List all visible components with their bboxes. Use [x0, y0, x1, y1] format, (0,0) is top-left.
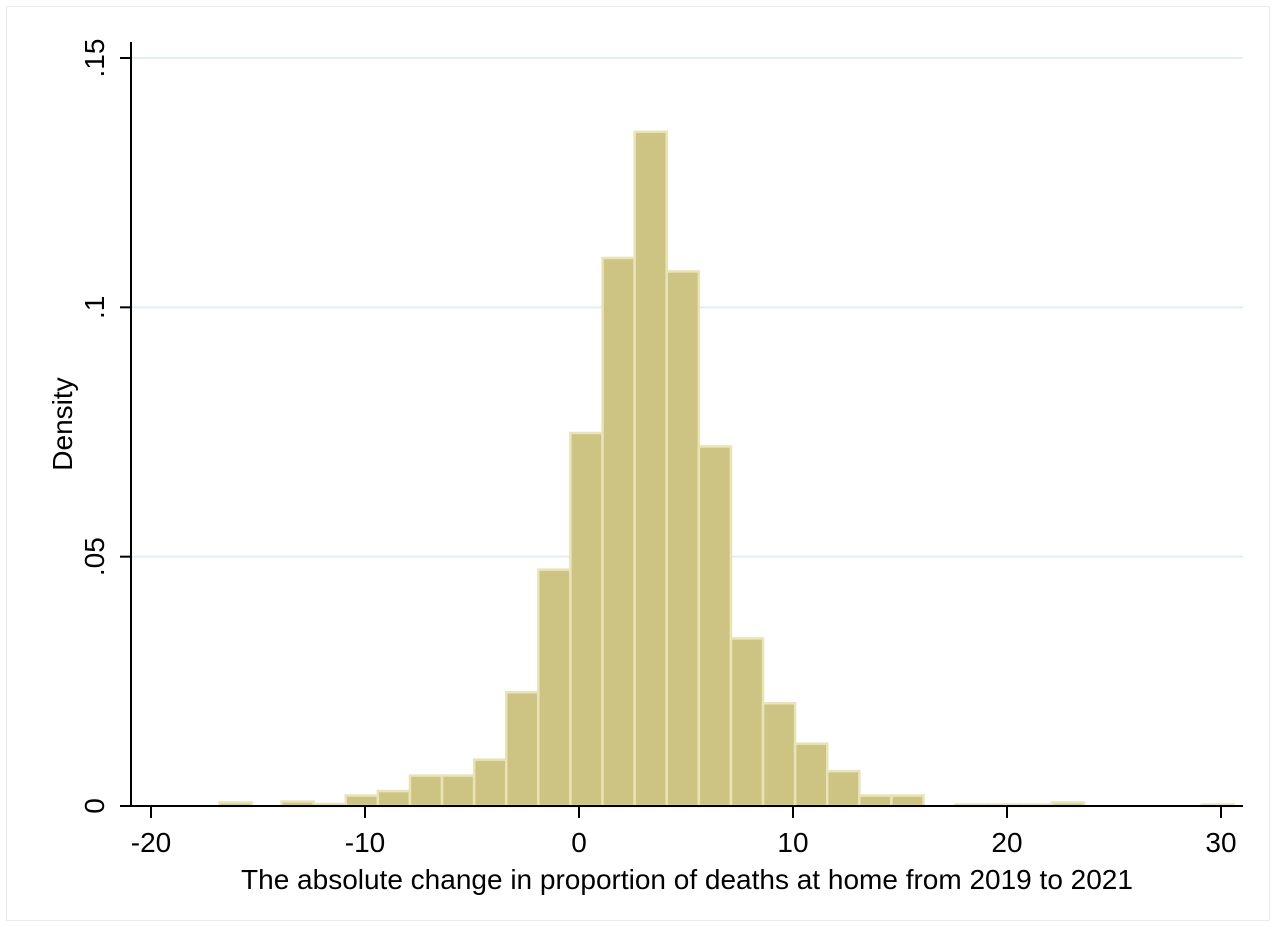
chart-frame: [6, 6, 1270, 921]
axis-ticks: 0 .05 .1 .15 -20 -10 0 10 20 30: [79, 39, 1237, 858]
histogram-bar: [344, 794, 380, 808]
histogram-bar: [697, 445, 733, 808]
histogram-bar: [825, 769, 861, 808]
x-tick-label: -20: [131, 827, 171, 858]
histogram-bar: [793, 742, 829, 808]
x-tick-label: 30: [1205, 827, 1236, 858]
y-tick-label: .05: [79, 537, 110, 576]
y-axis-label: Density: [47, 377, 78, 470]
histogram-bar: [537, 568, 572, 808]
x-axis-label: The absolute change in proportion of dea…: [241, 864, 1133, 895]
histogram-bar: [729, 637, 765, 808]
histogram-bar: [633, 130, 668, 808]
y-tick-label: .15: [79, 39, 110, 78]
histogram-bar: [601, 256, 636, 808]
histogram-bar: [408, 774, 444, 808]
histogram-bar: [440, 774, 476, 808]
histogram-bar: [890, 794, 925, 808]
axes: [130, 42, 1243, 807]
histogram-bar: [472, 758, 508, 808]
x-tick-label: -10: [345, 827, 385, 858]
x-tick-label: 10: [777, 827, 808, 858]
histogram-bar: [569, 431, 604, 808]
histogram-bars: [218, 130, 1236, 808]
x-tick-label: 20: [991, 827, 1022, 858]
y-tick-label: 0: [79, 798, 110, 814]
y-tick-label: .1: [79, 296, 110, 319]
histogram-bar: [761, 702, 797, 808]
histogram-bar: [665, 270, 701, 808]
x-tick-label: 0: [571, 827, 587, 858]
histogram-bar: [858, 794, 893, 808]
histogram-bar: [376, 789, 412, 808]
histogram-bar: [504, 691, 540, 808]
